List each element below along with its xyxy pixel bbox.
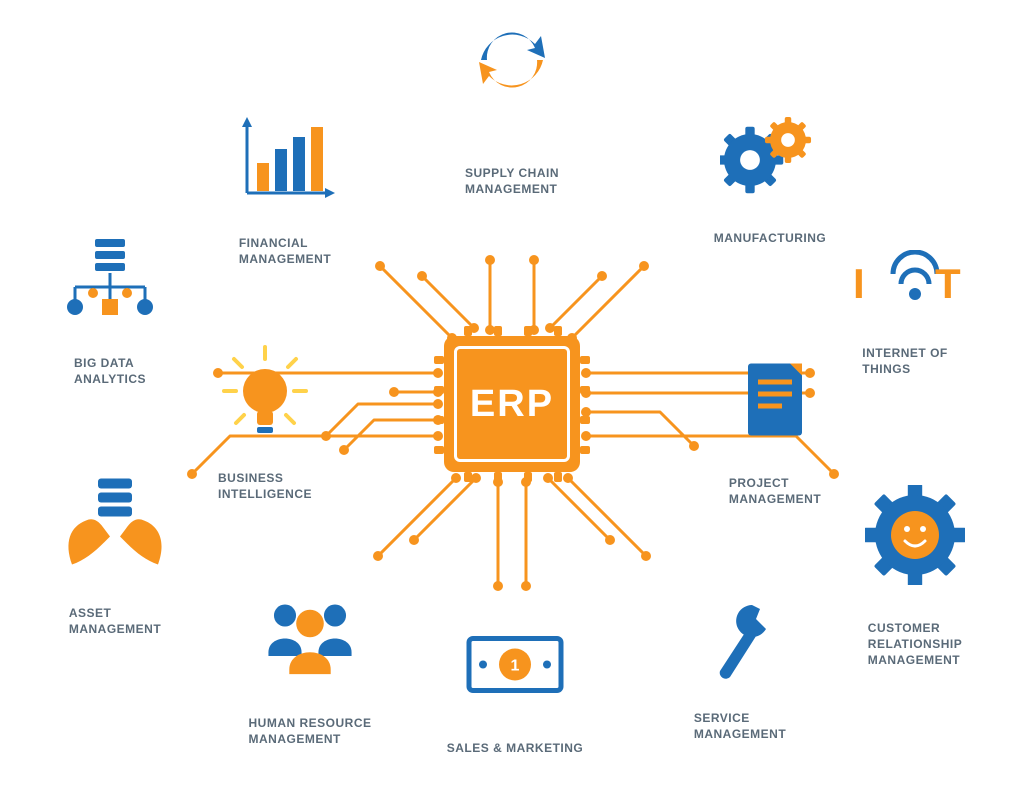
module-label-financial: FINANCIAL MANAGEMENT <box>239 235 331 267</box>
module-label-sales: SALES & MARKETING <box>447 740 584 756</box>
module-label-bi: BUSINESS INTELLIGENCE <box>218 470 312 502</box>
center-chip: ERP <box>444 336 580 472</box>
iot-icon: IT <box>845 250 965 320</box>
data-network-icon <box>55 235 165 325</box>
hands-disk-icon <box>60 473 170 568</box>
people-group-icon <box>255 598 365 683</box>
center-chip-inner: ERP <box>454 346 570 462</box>
module-label-asset: ASSET MANAGEMENT <box>69 605 161 637</box>
gear-smile-icon <box>865 485 965 585</box>
gears-icon <box>720 110 820 200</box>
module-label-crm: CUSTOMER RELATIONSHIP MANAGEMENT <box>868 620 962 669</box>
svg-text:T: T <box>935 260 961 307</box>
center-label: ERP <box>470 383 554 426</box>
module-label-bigdata: BIG DATA ANALYTICS <box>74 355 146 387</box>
module-label-service: SERVICE MANAGEMENT <box>694 710 786 742</box>
lightbulb-icon <box>220 345 310 445</box>
module-label-hr: HUMAN RESOURCE MANAGEMENT <box>248 715 371 747</box>
svg-text:1: 1 <box>511 658 520 675</box>
module-label-project: PROJECT MANAGEMENT <box>729 475 821 507</box>
cycle-arrows-icon <box>467 20 557 100</box>
module-label-manufacturing: MANUFACTURING <box>714 230 827 246</box>
document-lines-icon <box>740 358 810 443</box>
erp-infographic: ERP SUPPLY CHAIN MANAGEMENT MANUFACTURING… <box>0 0 1024 812</box>
money-bill-icon: 1 <box>465 633 565 698</box>
wrench-icon <box>700 595 780 685</box>
module-label-supply-chain: SUPPLY CHAIN MANAGEMENT <box>465 165 559 197</box>
module-label-iot: INTERNET OF THINGS <box>862 345 948 377</box>
bar-chart-icon <box>235 115 335 205</box>
svg-text:I: I <box>853 260 865 307</box>
